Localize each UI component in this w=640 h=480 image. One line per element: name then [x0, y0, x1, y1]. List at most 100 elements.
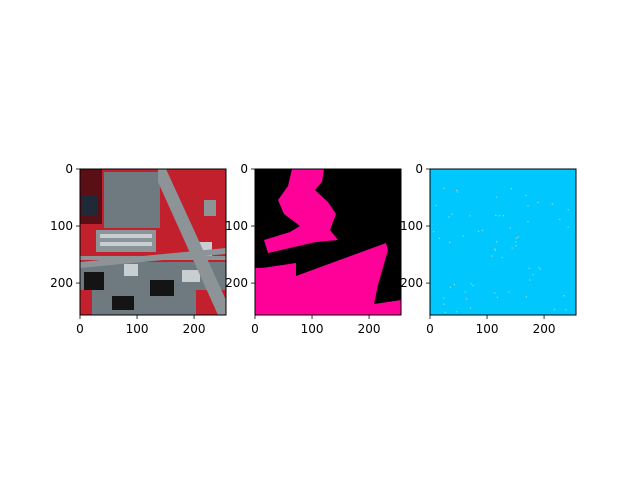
speckle [453, 283, 456, 286]
speckle [496, 241, 498, 243]
speckle [470, 283, 472, 285]
x-tick-label: 0 [426, 322, 434, 336]
speckle [510, 188, 512, 190]
speckle [563, 295, 565, 297]
speckle [469, 215, 471, 217]
speckle [539, 268, 541, 270]
lower-roofs-2 [182, 270, 200, 282]
speckle [515, 237, 517, 239]
speckle [532, 274, 534, 276]
satellite-image [80, 169, 226, 315]
speckle [567, 226, 569, 228]
speckle [525, 194, 527, 197]
speckle [494, 292, 496, 294]
prediction-image [430, 169, 576, 315]
main-road-diagonal [158, 169, 226, 315]
speckle [462, 235, 464, 237]
speckle [515, 241, 517, 243]
x-tick-label: 0 [76, 322, 84, 336]
mask-foreground-bottom [255, 243, 401, 315]
satellite-image-panel [79, 168, 227, 316]
y-tick-label: 100 [225, 219, 248, 233]
speckle [448, 216, 450, 218]
prediction-panel [429, 168, 577, 316]
mask-panel [254, 168, 402, 316]
speckle [495, 196, 498, 198]
speckle [517, 236, 519, 238]
x-tick-label: 200 [183, 322, 206, 336]
speckle [529, 279, 531, 281]
x-tick-label: 200 [533, 322, 556, 336]
axes-frame [79, 168, 227, 316]
vegetation-strip-left [80, 290, 92, 315]
y-tick-label: 200 [225, 276, 248, 290]
x-tick-label: 100 [301, 322, 324, 336]
speckle [495, 214, 497, 216]
speckle [525, 296, 527, 298]
x-tick-label: 200 [358, 322, 381, 336]
speckle [455, 189, 458, 191]
right-building-2 [204, 200, 216, 216]
speckle [443, 297, 445, 299]
speckle [481, 229, 484, 232]
speckle [457, 191, 459, 193]
speckle [464, 291, 466, 293]
speckle [528, 267, 530, 270]
speckle [494, 249, 497, 252]
y-tick-label: 100 [50, 219, 73, 233]
speckle [538, 266, 540, 269]
axes-frame [254, 168, 402, 316]
lower-shadows-2 [150, 280, 174, 296]
y-tick-label: 200 [400, 276, 423, 290]
speckle [443, 303, 445, 305]
speckle [465, 298, 468, 300]
mask-foreground-top [264, 169, 338, 253]
speckle [449, 286, 451, 288]
speckle [501, 256, 503, 258]
speckle [469, 307, 472, 309]
speckle [496, 296, 498, 298]
prediction-speckles [432, 187, 569, 313]
residential-roofs [100, 234, 152, 238]
y-tick-label: 0 [240, 162, 248, 176]
speckle [491, 255, 493, 257]
speckle [508, 291, 510, 293]
speckle [472, 285, 474, 287]
residential-rows [96, 230, 156, 252]
speckle [456, 311, 458, 313]
x-tick-label: 100 [476, 322, 499, 336]
axis-ticks: 0 100 200 0 100 200 0 100 200 0 100 200 0 100 200 0 100 2… [50, 162, 555, 336]
x-tick-label: 0 [251, 322, 259, 336]
speckle [438, 237, 440, 239]
speckle [451, 213, 453, 215]
speckle [511, 247, 513, 249]
speckle [527, 220, 529, 223]
speckle [435, 204, 437, 206]
speckle [449, 241, 451, 244]
y-tick-label: 100 [400, 219, 423, 233]
x-tick-label: 100 [126, 322, 149, 336]
speckle [443, 187, 445, 189]
speckle [559, 218, 561, 221]
y-tick-label: 0 [415, 162, 423, 176]
speckle [567, 209, 569, 211]
speckle [502, 215, 504, 217]
speckle [551, 203, 553, 205]
lower-shadows-3 [112, 296, 134, 310]
speckle [509, 227, 511, 229]
side-road [80, 256, 226, 260]
residential-block-top [104, 172, 160, 228]
y-tick-label: 200 [50, 276, 73, 290]
lower-shadows [84, 272, 104, 290]
y-tick-label: 0 [65, 162, 73, 176]
speckle [527, 205, 529, 207]
residential-roofs-2 [100, 242, 152, 246]
speckle [537, 201, 539, 204]
prediction-background [430, 169, 576, 315]
speckle [494, 248, 496, 250]
speckle [444, 311, 446, 313]
speckle [565, 309, 567, 311]
speckle [432, 231, 435, 233]
speckle [553, 308, 556, 311]
